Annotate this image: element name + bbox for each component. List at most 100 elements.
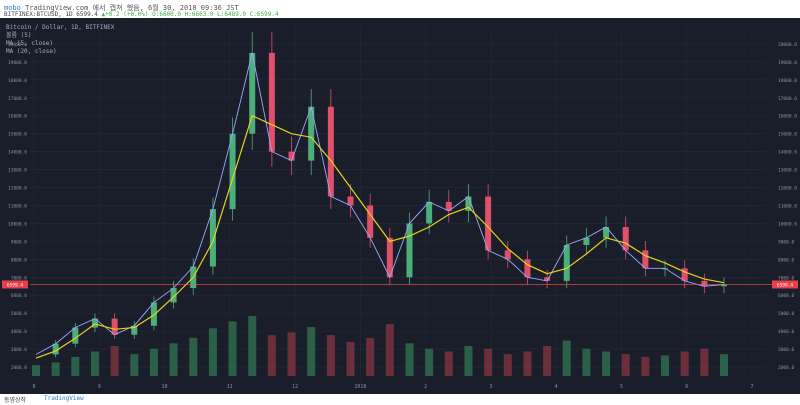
y-tick-label-left: 14000.0 bbox=[8, 150, 27, 156]
legend-ma-fast: MA (5, close) bbox=[6, 40, 53, 47]
y-tick-label-right: 16000.0 bbox=[778, 114, 797, 120]
y-tick-label-right: 10000.0 bbox=[778, 221, 797, 227]
candle-body bbox=[91, 318, 98, 328]
y-tick-label-right: 11000.0 bbox=[778, 203, 797, 209]
candle-body bbox=[268, 52, 275, 152]
x-tick-label: 8 bbox=[32, 384, 35, 390]
candle-body bbox=[229, 133, 236, 210]
candle-body bbox=[347, 196, 354, 206]
candle-body bbox=[111, 318, 118, 335]
y-tick-label-right: 18000.0 bbox=[778, 78, 797, 84]
candle-body bbox=[308, 106, 315, 161]
y-tick-label-left: 11000.0 bbox=[8, 203, 27, 209]
y-tick-label-right: 2000.0 bbox=[778, 365, 795, 371]
x-tick-label: 3 bbox=[489, 384, 492, 390]
y-tick-label-right: 3000.0 bbox=[778, 347, 795, 353]
volume-bar bbox=[621, 354, 630, 376]
volume-bar bbox=[346, 341, 355, 376]
brand-label: mobo bbox=[4, 4, 21, 12]
candle-body bbox=[563, 244, 570, 281]
y-tick-label-right: 20000.0 bbox=[778, 42, 797, 48]
y-tick-label-right: 15000.0 bbox=[778, 132, 797, 138]
candle-body bbox=[386, 237, 393, 278]
candle-body bbox=[485, 196, 492, 251]
y-tick-label-right: 17000.0 bbox=[778, 96, 797, 102]
x-tick-label: 10 bbox=[162, 384, 168, 390]
y-tick-label-left: 6000.0 bbox=[11, 293, 28, 299]
x-tick-label: 2 bbox=[424, 384, 427, 390]
volume-bar bbox=[562, 340, 571, 376]
candle-body bbox=[642, 250, 649, 269]
volume-bar bbox=[523, 351, 532, 376]
price-change: ▲+0.2 (+0.0%) O:6600.0 H:6663.0 L:6489.0… bbox=[101, 11, 279, 18]
price-badge-right bbox=[772, 280, 798, 289]
y-tick-label-left: 2000.0 bbox=[11, 365, 28, 371]
y-tick-label-right: 19000.0 bbox=[778, 60, 797, 66]
tradingview-logo[interactable]: TradingView bbox=[44, 395, 84, 402]
volume-bar bbox=[484, 348, 493, 376]
y-tick-label-right: 6000.0 bbox=[778, 293, 795, 299]
footer-label: 동영상작 bbox=[4, 397, 27, 404]
y-tick-label-left: 12000.0 bbox=[8, 186, 27, 192]
volume-bar bbox=[641, 356, 650, 376]
volume-bar bbox=[661, 355, 670, 376]
y-tick-label-right: 4000.0 bbox=[778, 329, 795, 335]
candle-body bbox=[209, 209, 216, 267]
ticker-label: BITFINEX:BTCUSD, 1D 6599.4 bbox=[4, 11, 98, 18]
candle-body bbox=[701, 280, 708, 287]
volume-bar bbox=[307, 326, 316, 376]
volume-bar bbox=[51, 362, 60, 376]
price-chart[interactable]: 2000.0 2000.0 3000.0 3000.0 4000.0 4000.0 5000… bbox=[0, 18, 800, 394]
y-tick-label-right: 13000.0 bbox=[778, 168, 797, 174]
chart-legend: Bitcoin / Dollar, 1D, BITFINEX 볼륨 (5) MA… bbox=[6, 24, 114, 56]
chart-area[interactable]: 2000.0 2000.0 3000.0 3000.0 4000.0 4000.0 5000… bbox=[0, 18, 800, 394]
volume-bar bbox=[189, 337, 198, 376]
y-tick-label-left: 9000.0 bbox=[11, 239, 28, 245]
x-tick-label: 12 bbox=[292, 384, 298, 390]
y-tick-label-left: 10000.0 bbox=[8, 221, 27, 227]
volume-bar bbox=[110, 346, 119, 376]
candle-body bbox=[445, 201, 452, 211]
y-tick-label-left: 20000.0 bbox=[8, 42, 27, 48]
volume-bar bbox=[248, 316, 257, 376]
candle-body bbox=[72, 327, 79, 344]
candle-body bbox=[681, 268, 688, 281]
volume-bar bbox=[385, 324, 394, 376]
ma-fast-line bbox=[35, 52, 725, 355]
volume-bar bbox=[287, 332, 296, 376]
volume-bar bbox=[366, 337, 375, 376]
y-tick-label-left: 3000.0 bbox=[11, 347, 28, 353]
y-tick-label-left: 17000.0 bbox=[8, 96, 27, 102]
y-tick-label-right: 5000.0 bbox=[778, 311, 795, 317]
candle-body bbox=[170, 288, 177, 303]
source-line: mobo TradingView.com 에서 캡쳐 했음, 6월 30, 20… bbox=[4, 3, 239, 13]
y-tick-label-left: 16000.0 bbox=[8, 114, 27, 120]
y-tick-label-left: 4000.0 bbox=[11, 329, 28, 335]
candle-body bbox=[603, 227, 610, 238]
y-tick-label-left: 19000.0 bbox=[8, 60, 27, 66]
candle-body bbox=[249, 52, 256, 134]
ma-slow-line bbox=[35, 114, 725, 359]
candle-body bbox=[622, 227, 629, 251]
candle-body bbox=[504, 250, 511, 260]
legend-volume: 볼륨 (5) bbox=[6, 32, 32, 39]
legend-title: Bitcoin / Dollar, 1D, BITFINEX bbox=[6, 24, 115, 31]
top-bar: mobo TradingView.com 에서 캡쳐 했음, 6월 30, 20… bbox=[0, 0, 800, 18]
x-tick-label: 11 bbox=[227, 384, 233, 390]
candle-body bbox=[131, 325, 138, 335]
candle-body bbox=[327, 106, 334, 197]
volume-bar bbox=[405, 343, 414, 376]
y-tick-label-left: 13000.0 bbox=[8, 168, 27, 174]
x-tick-label: 9 bbox=[98, 384, 101, 390]
volume-bar bbox=[602, 351, 611, 376]
volume-bar bbox=[700, 348, 709, 376]
x-tick-label: 4 bbox=[555, 384, 558, 390]
candle-body bbox=[406, 223, 413, 278]
price-badge-left-label: 6599.4 bbox=[7, 282, 24, 288]
y-tick-label-right: 7000.0 bbox=[778, 275, 795, 281]
candle-body bbox=[52, 343, 59, 355]
volume-bar bbox=[326, 335, 335, 376]
volume-bar bbox=[543, 346, 552, 376]
candle-body bbox=[367, 205, 374, 238]
volume-bar bbox=[582, 348, 591, 376]
